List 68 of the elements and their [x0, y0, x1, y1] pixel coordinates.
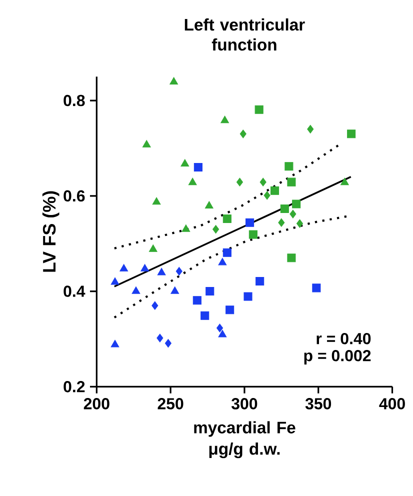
point [157, 268, 166, 276]
x-axis-title: mycardial Fe μg/g d.w. [194, 421, 296, 458]
point [312, 284, 321, 292]
point [200, 311, 210, 320]
point [347, 130, 356, 138]
point [156, 334, 164, 342]
point [290, 210, 296, 218]
point [180, 159, 190, 166]
point [260, 178, 266, 186]
point [110, 340, 120, 348]
point [246, 218, 254, 227]
y-axis-title: LV FS (%) [42, 191, 60, 272]
point [244, 292, 252, 301]
point [256, 277, 264, 286]
line-series [113, 144, 340, 250]
y-tick-label: 0.6 [64, 190, 85, 202]
point [340, 178, 349, 186]
x-tick-label: 300 [231, 398, 258, 410]
point [280, 204, 289, 214]
point [164, 338, 172, 348]
point [248, 230, 258, 239]
y-tick-label: 0.8 [64, 94, 85, 106]
point [292, 200, 301, 208]
point [182, 224, 190, 232]
point [148, 244, 158, 252]
point [194, 163, 202, 172]
point [170, 77, 178, 84]
point [206, 287, 214, 296]
point [170, 286, 180, 294]
point [240, 130, 246, 138]
point [204, 201, 214, 208]
x-tick-label: 400 [379, 398, 405, 410]
point [176, 266, 182, 276]
point [278, 218, 285, 227]
point [188, 178, 197, 186]
point [120, 264, 128, 272]
annotation: p = 0.002 [304, 350, 371, 364]
point [212, 225, 220, 234]
point [222, 248, 232, 257]
point [216, 324, 224, 332]
point [142, 140, 151, 148]
y-tick-label: 0.2 [64, 381, 85, 392]
point [220, 116, 229, 124]
point [284, 162, 294, 171]
point [192, 296, 202, 305]
y-tick-label: 0.4 [64, 286, 86, 297]
point [287, 254, 296, 262]
point [226, 306, 234, 314]
point [264, 191, 270, 200]
point [236, 178, 244, 186]
point [218, 330, 227, 338]
point [110, 277, 120, 285]
x-tick-label: 350 [305, 398, 332, 410]
point [218, 258, 227, 266]
x-tick-label: 250 [158, 398, 184, 410]
point [307, 124, 314, 134]
annotation: r = 0.40 [316, 332, 371, 344]
point [296, 219, 304, 228]
point [270, 186, 280, 195]
point [152, 301, 158, 310]
point [254, 105, 264, 114]
point [132, 286, 140, 294]
point [140, 264, 150, 272]
x-tick-label: 200 [84, 398, 110, 410]
point [222, 214, 232, 224]
point [287, 178, 296, 186]
point [152, 197, 161, 205]
chart-title: Left ventricular function [184, 18, 305, 51]
